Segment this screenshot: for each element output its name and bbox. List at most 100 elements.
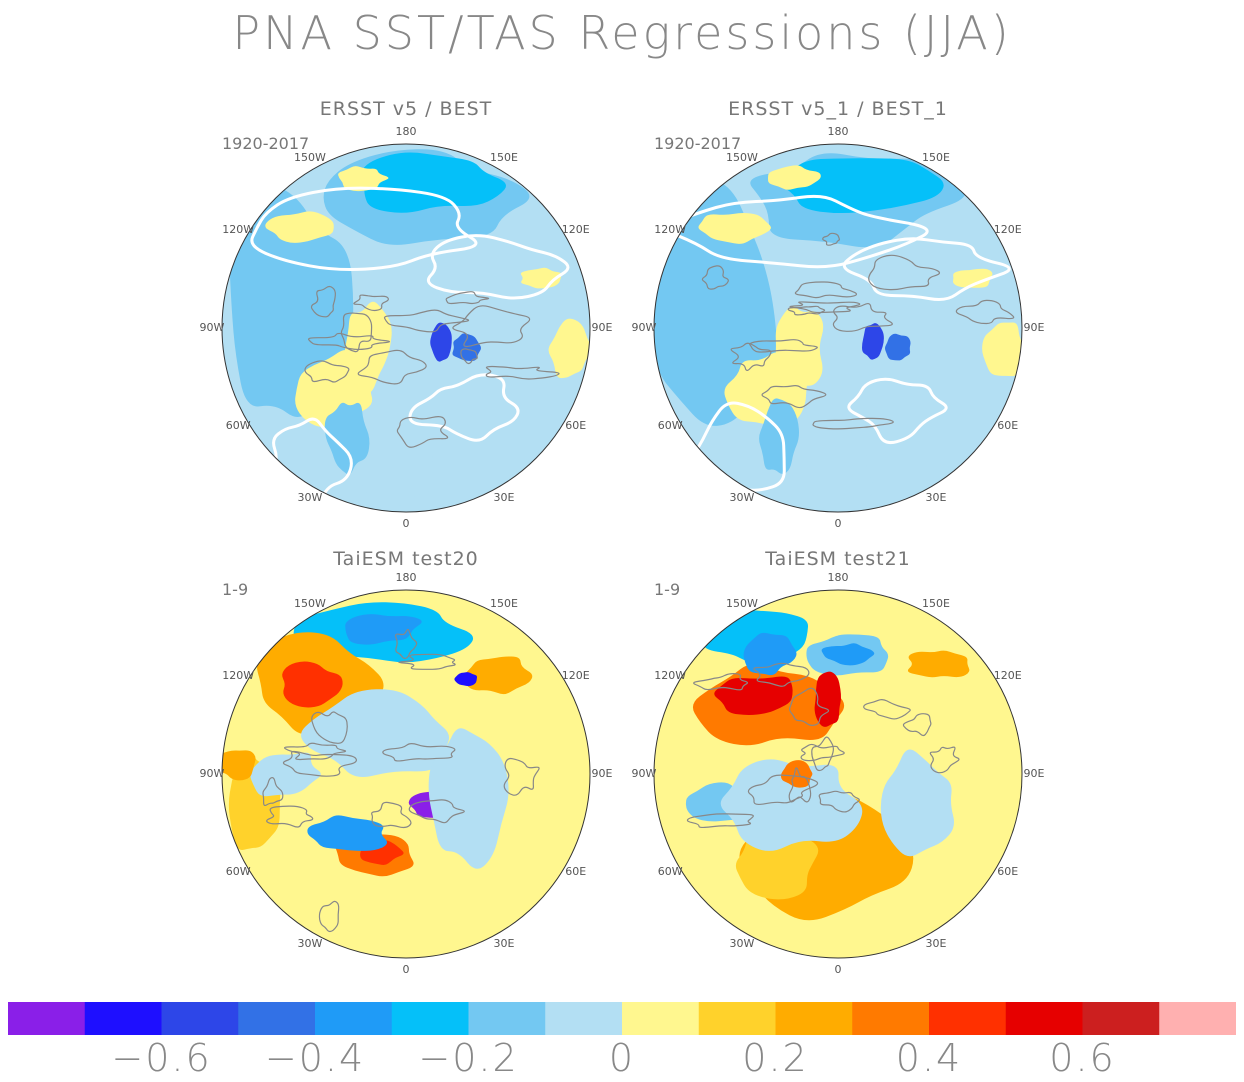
anomaly-region (307, 815, 388, 851)
coastline (452, 305, 531, 348)
coastline (340, 312, 373, 353)
longitude-label: 120E (561, 223, 590, 236)
period-label: 1-9 (222, 580, 249, 599)
coastline (788, 767, 812, 803)
land-mask-outline (426, 234, 570, 300)
longitude-label: 30E (493, 936, 515, 950)
longitude-label: 60E (997, 865, 1019, 878)
coastline (382, 743, 456, 762)
longitude-label: 150W (294, 151, 326, 165)
anomaly-region (982, 322, 1022, 377)
anomaly-region (784, 424, 874, 512)
colorbar-swatch (622, 1002, 700, 1035)
coastline (503, 757, 540, 796)
anomaly-region (282, 661, 343, 708)
colorbar-swatch (238, 1002, 316, 1035)
colorbar-swatch (161, 1002, 239, 1035)
anomaly-region (952, 268, 993, 288)
anomaly-region (345, 614, 422, 645)
longitude-label: 60E (565, 419, 587, 432)
coastline (357, 349, 427, 385)
colorbar-swatch (929, 1002, 1007, 1035)
anomaly-region (698, 213, 771, 244)
anomaly-region (781, 158, 944, 214)
longitude-label: 90W (631, 321, 657, 334)
longitude-label: 90W (199, 767, 225, 780)
coastline (701, 265, 729, 290)
anomaly-region (222, 750, 256, 781)
anomaly-region (775, 306, 824, 388)
coastline (789, 687, 830, 727)
longitude-label: 120W (654, 223, 687, 236)
longitude-label: 150E (922, 151, 950, 165)
period-label: 1920-2017 (654, 134, 742, 153)
coastline (266, 805, 314, 828)
longitude-label: 120E (993, 669, 1022, 682)
colorbar-tick-label: 0.6 (1049, 1036, 1116, 1080)
colorbar-swatch (852, 1002, 930, 1035)
colorbar-swatch (698, 1002, 776, 1035)
longitude-label: 90E (1023, 767, 1045, 780)
anomaly-region (324, 402, 370, 475)
longitude-label: 120E (993, 223, 1022, 236)
longitude-label: 90W (199, 321, 225, 334)
longitude-label: 150E (922, 597, 950, 611)
coastline (353, 294, 389, 312)
colorbar-swatch (468, 1002, 546, 1035)
anomaly-region (338, 166, 389, 192)
anomaly-region (781, 760, 813, 788)
coastline (693, 673, 749, 691)
longitude-label: 90E (591, 321, 613, 334)
anomaly-region (821, 643, 875, 666)
land-mask-outline (408, 373, 520, 442)
coastline (408, 799, 465, 824)
longitude-label: 30E (493, 490, 515, 504)
colorbar-swatch (84, 1002, 162, 1035)
anomaly-region (464, 656, 533, 695)
longitude-label: 90W (631, 767, 657, 780)
land-mask-outline (842, 237, 1011, 301)
anomaly-region (347, 422, 440, 508)
period-label: 1920-2017 (222, 134, 310, 153)
land-mask-outline (250, 186, 478, 271)
longitude-label: 30W (297, 490, 323, 504)
longitude-label: 150W (726, 597, 758, 611)
coastline (789, 301, 861, 314)
anomaly-region (343, 301, 392, 394)
colorbar-swatch (315, 1002, 393, 1035)
coastline (383, 309, 470, 333)
coastline (371, 801, 412, 829)
coastline (749, 339, 818, 353)
longitude-label: 120W (222, 223, 255, 236)
coastline (811, 736, 834, 772)
coastline (822, 232, 840, 246)
anomaly-region (720, 759, 863, 851)
map-boundary (653, 143, 1023, 513)
coastline (863, 699, 911, 720)
map-panel-3 (222, 590, 590, 958)
coastline (955, 299, 1015, 325)
coastline (283, 742, 347, 761)
anomaly-region (265, 211, 334, 243)
anomaly-region (767, 165, 821, 190)
map-panel-1 (222, 144, 590, 512)
colorbar-tick-label: −0.4 (264, 1036, 366, 1080)
coastline (761, 384, 827, 409)
panel-title: TaiESM test21 (765, 548, 911, 570)
longitude-label: 180 (827, 571, 849, 584)
longitude-label: 150E (490, 597, 518, 611)
longitude-label: 30W (729, 936, 755, 950)
longitude-label: 0 (834, 963, 842, 976)
anomaly-region (735, 832, 819, 900)
anomaly-region (428, 728, 509, 869)
colorbar-swatch (545, 1002, 623, 1035)
anomaly-region (250, 752, 321, 797)
longitude-label: 60W (657, 419, 683, 432)
longitude-label: 150E (490, 151, 518, 165)
land-mask-outline (847, 377, 948, 445)
anomaly-region (548, 318, 590, 379)
panel-title: ERSST v5 / BEST (319, 98, 493, 120)
longitude-label: 60W (225, 865, 251, 878)
coastline (868, 254, 941, 291)
longitude-label: 0 (402, 517, 410, 530)
